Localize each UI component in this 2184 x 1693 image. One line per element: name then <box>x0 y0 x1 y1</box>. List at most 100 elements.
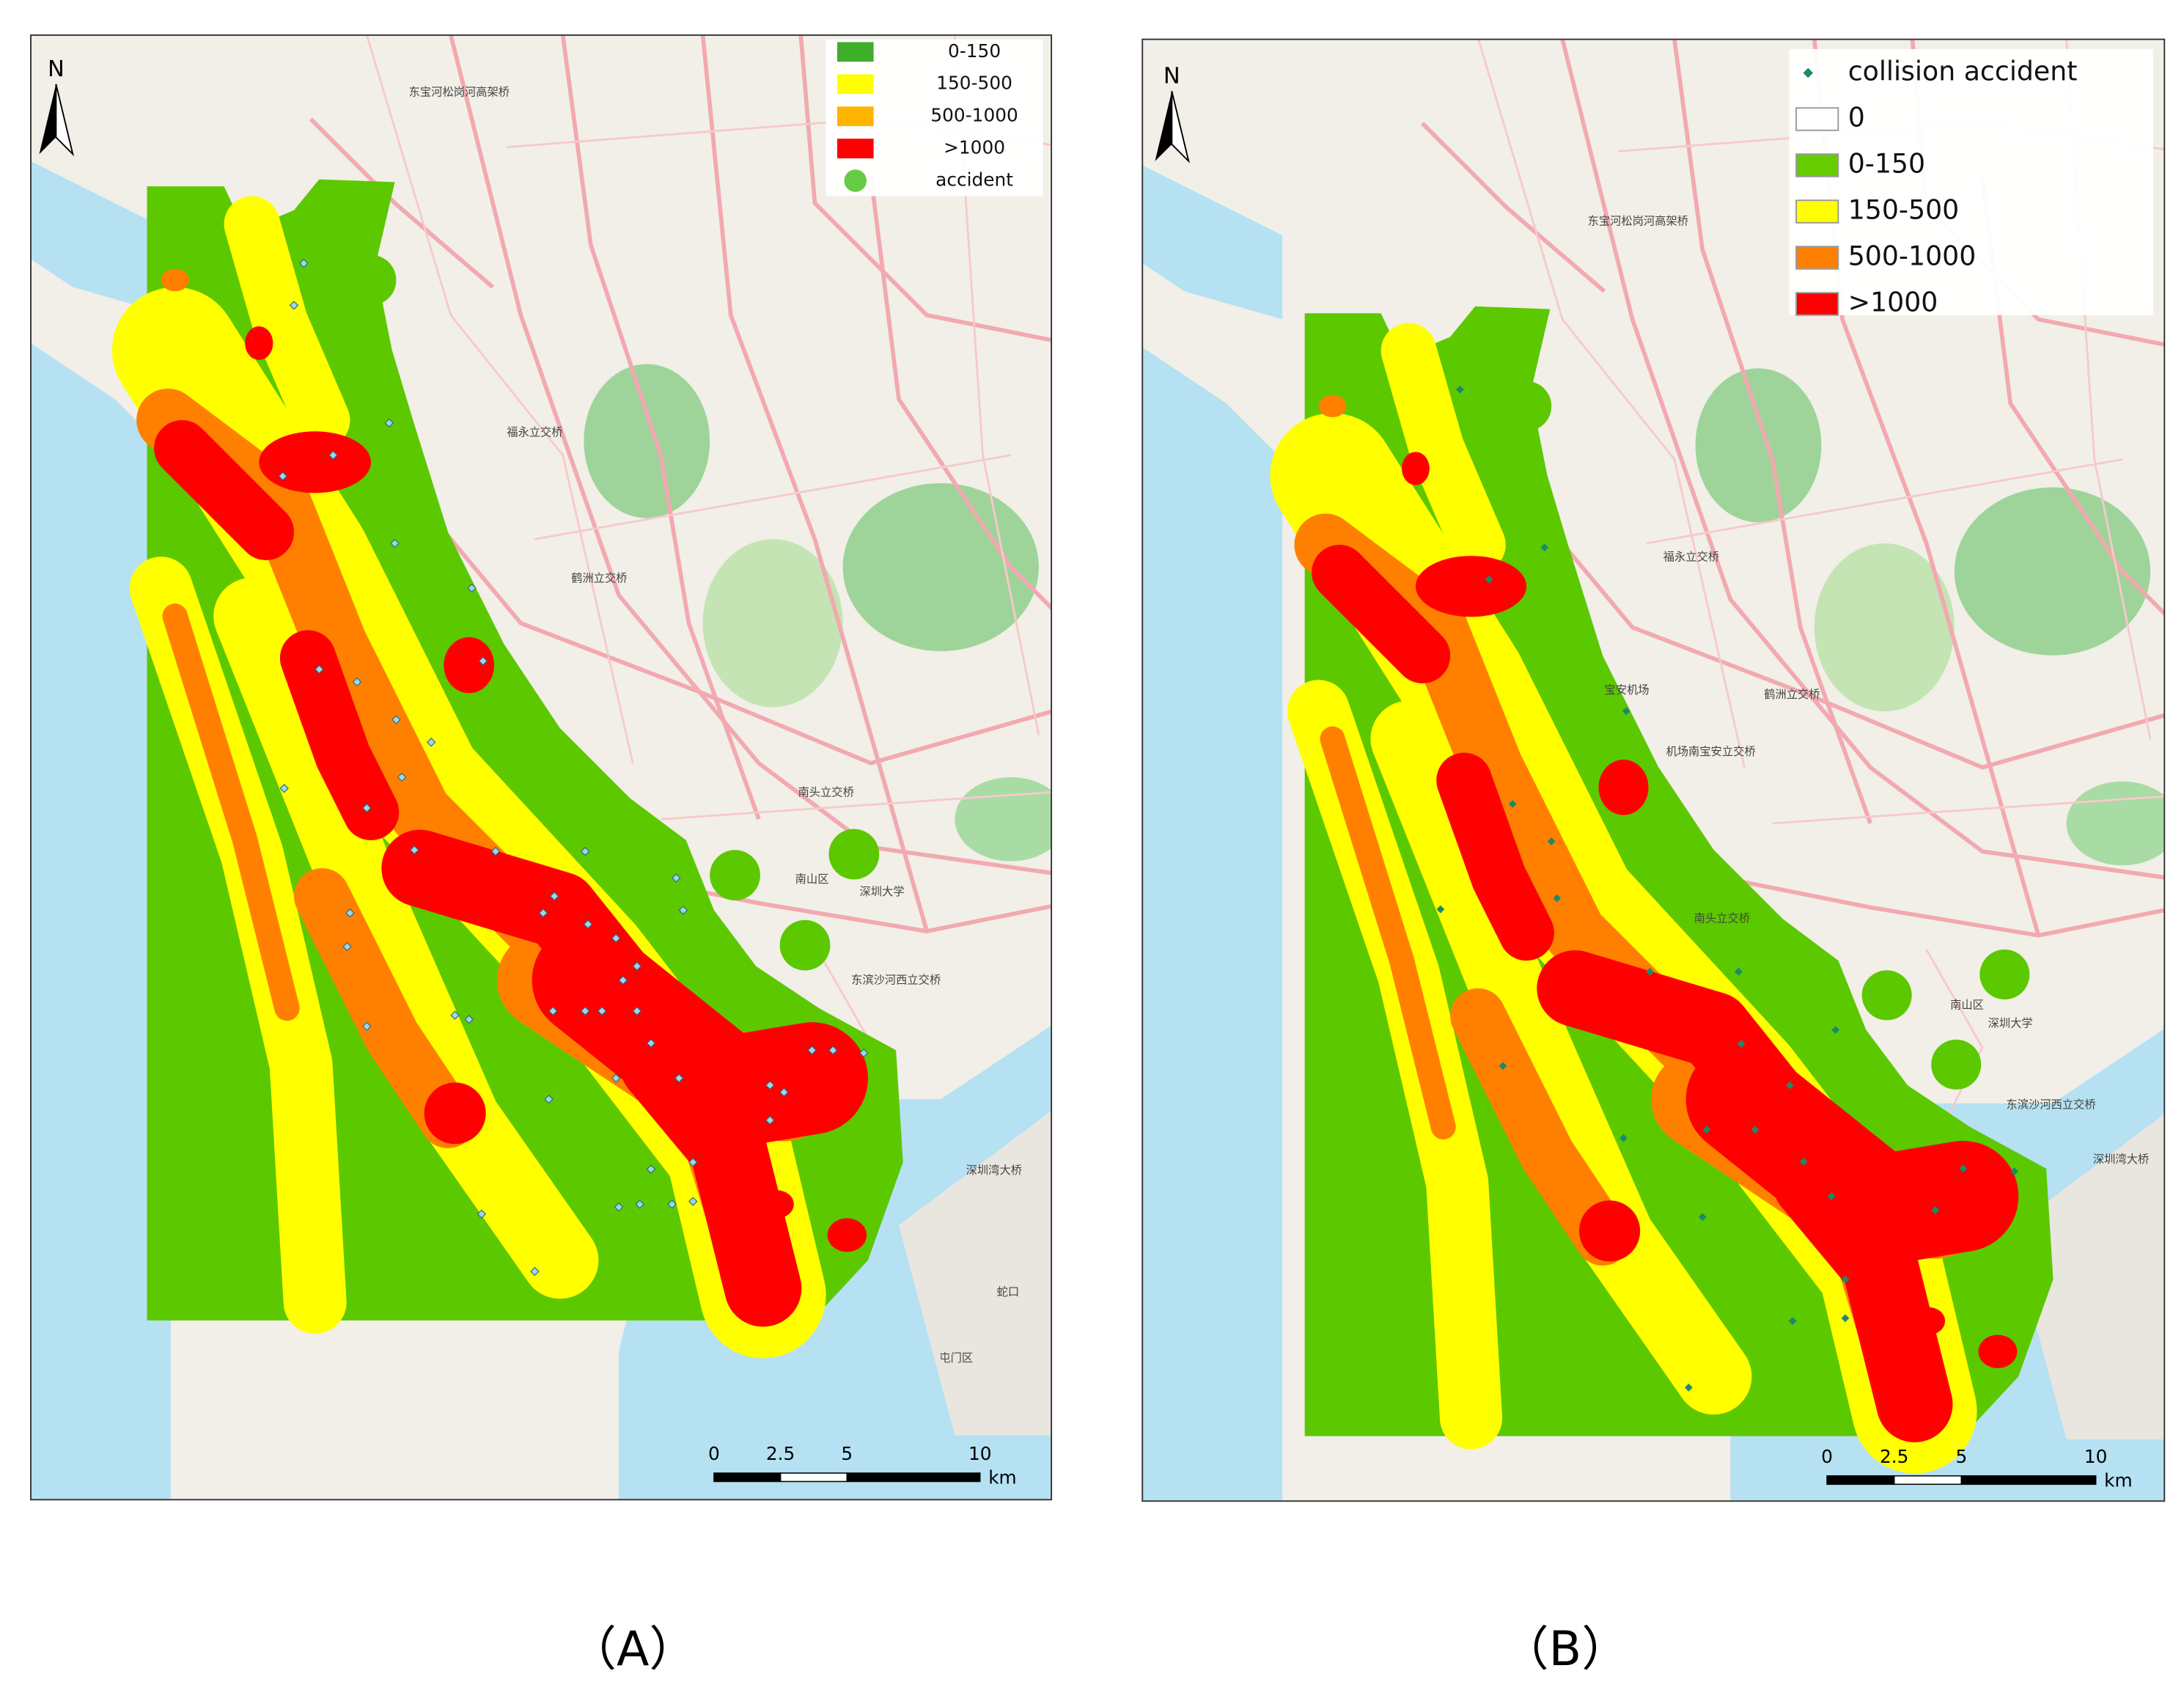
accident-point <box>352 677 362 687</box>
accident-point <box>1547 837 1556 845</box>
accident-point <box>632 1006 642 1016</box>
accident-point <box>362 803 372 813</box>
panel-caption: （B） <box>1501 1622 1629 1677</box>
accident-point <box>779 1087 789 1097</box>
place-label: 福永立交桥 <box>1663 551 1719 564</box>
accident-point <box>1553 894 1562 903</box>
place-label: 南山区 <box>1950 999 1984 1012</box>
place-label: 南山区 <box>795 873 829 886</box>
scale-unit: km <box>988 1467 1017 1488</box>
legend-swatch <box>1795 199 1839 224</box>
scale-segment <box>846 1472 981 1483</box>
place-label: 南头立交桥 <box>1694 911 1750 925</box>
place-label: 深圳大学 <box>860 885 905 898</box>
accident-point <box>278 471 287 481</box>
legend-swatch <box>837 106 874 127</box>
place-label: 东宝河松岗河高架桥 <box>409 86 510 99</box>
accident-point <box>477 1209 487 1219</box>
accident-point <box>328 450 338 460</box>
accident-point <box>315 664 324 675</box>
accident-point <box>478 656 488 666</box>
accident-point <box>765 1115 775 1125</box>
accident-point <box>1698 1213 1707 1222</box>
legend-swatch <box>844 169 867 192</box>
place-label: 东滨沙河西立交桥 <box>851 973 941 986</box>
accident-point <box>345 908 355 918</box>
accident-point <box>1499 1062 1507 1070</box>
accident-point <box>583 919 593 929</box>
legend-box <box>1789 48 2153 315</box>
accident-point <box>1485 575 1493 584</box>
accident-point <box>289 301 299 310</box>
accident-point <box>635 1200 644 1209</box>
place-label: 东宝河松岗河高架桥 <box>1588 214 1688 227</box>
accident-point <box>828 1046 838 1055</box>
scale-segment <box>779 1472 848 1483</box>
legend-swatch <box>1795 246 1839 270</box>
accident-point <box>674 1073 684 1083</box>
accident-point <box>1456 385 1464 394</box>
accident-point <box>397 772 407 782</box>
frame <box>30 34 1053 1501</box>
place-label: 机场南宝安立交桥 <box>1666 745 1755 758</box>
legend-label: >1000 <box>1848 287 1938 318</box>
accident-point <box>611 1073 621 1083</box>
legend-label: 500-1000 <box>1848 240 1977 272</box>
north-label: N <box>48 56 65 82</box>
accident-point <box>426 738 436 747</box>
place-label: 东滨沙河西立交桥 <box>2007 1098 2096 1111</box>
scale-label: 10 <box>968 1443 992 1464</box>
accident-point <box>384 418 394 428</box>
accident-point <box>611 933 621 943</box>
accident-point <box>1684 1384 1693 1392</box>
accident-point <box>667 1200 677 1209</box>
frame <box>1141 38 2166 1502</box>
accident-point <box>299 258 309 268</box>
map-a <box>31 35 1067 1519</box>
legend-swatch <box>1795 107 1839 131</box>
place-label: 屯门区 <box>939 1351 973 1365</box>
scale-label: 5 <box>1955 1446 1967 1467</box>
accident-point <box>678 906 688 915</box>
accident-point <box>1508 800 1517 808</box>
legend-label: 0-150 <box>1848 147 1925 179</box>
accident-point <box>1831 1026 1840 1035</box>
accident-point <box>1436 905 1445 914</box>
accident-point <box>614 1202 624 1212</box>
north-label: N <box>1163 64 1180 89</box>
scale-segment <box>1960 1475 2097 1485</box>
scale-label: 0 <box>708 1443 720 1464</box>
panel-caption: （A） <box>569 1622 696 1677</box>
accident-point <box>279 784 289 793</box>
accident-point <box>688 1157 698 1167</box>
accident-point <box>450 1010 460 1020</box>
legend-label: 150-500 <box>1848 194 1960 225</box>
accident-point <box>1827 1192 1836 1200</box>
scale-segment <box>713 1472 782 1483</box>
legend-swatch <box>1795 292 1839 316</box>
accident-point <box>632 961 642 971</box>
legend-label: 0-150 <box>948 40 1001 62</box>
scale-unit: km <box>2104 1470 2133 1491</box>
scale-segment <box>1826 1475 1895 1485</box>
accident-point <box>362 1021 372 1032</box>
accident-point <box>549 892 559 901</box>
accident-point <box>1841 1314 1850 1323</box>
accident-point <box>467 583 477 593</box>
place-label: 南头立交桥 <box>798 785 854 798</box>
accident-point <box>1841 1275 1850 1284</box>
accident-point <box>1622 707 1630 716</box>
place-label: 鹤洲立交桥 <box>571 571 627 584</box>
place-label: 深圳湾大桥 <box>2093 1153 2149 1166</box>
accident-point <box>581 1006 590 1016</box>
accident-point <box>672 873 681 883</box>
accident-point <box>391 715 401 724</box>
place-label: 蛇口 <box>997 1285 1020 1299</box>
accident-point <box>1931 1206 1940 1214</box>
legend-label: collision accident <box>1848 55 2078 87</box>
accident-point <box>530 1266 540 1277</box>
place-label: 宝安机场 <box>1604 683 1649 697</box>
accident-point <box>618 975 628 985</box>
accident-point <box>342 941 352 952</box>
